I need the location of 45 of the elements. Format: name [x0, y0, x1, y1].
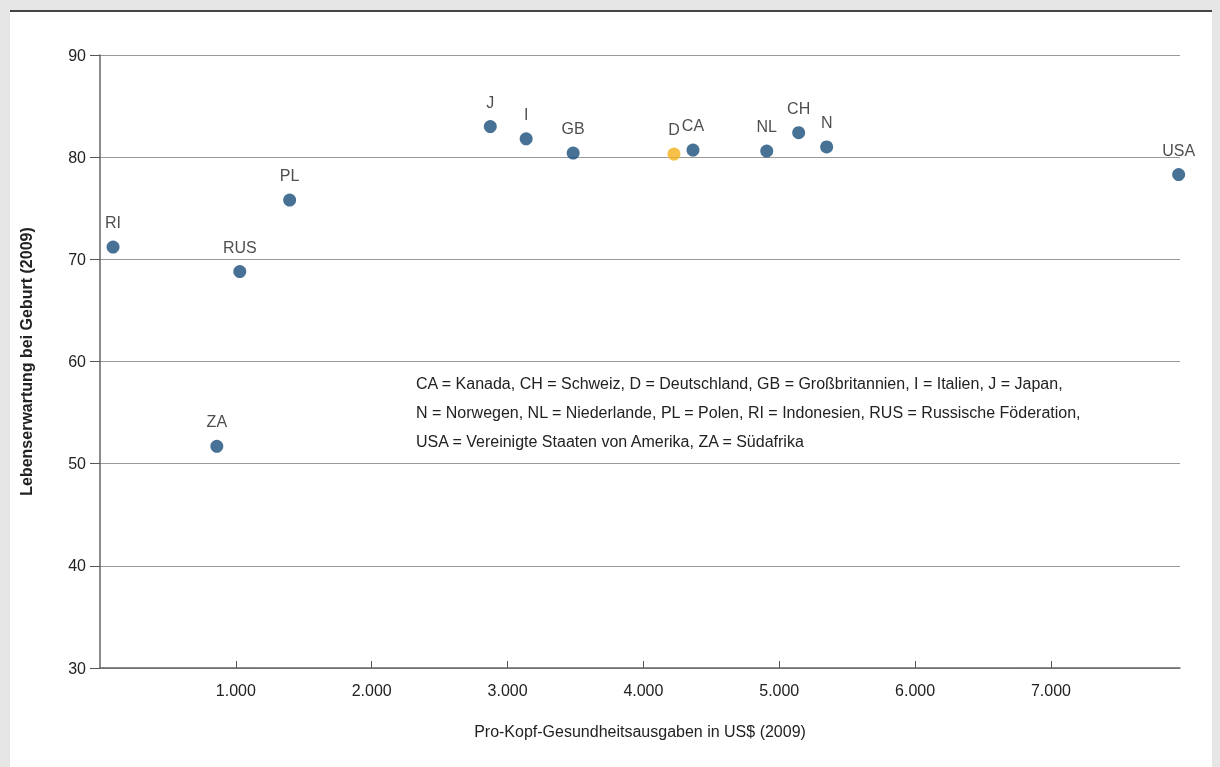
- point: [483, 120, 497, 134]
- series-label: ZA: [206, 413, 228, 431]
- x-tick-label: 3.000: [487, 681, 528, 699]
- series-label: D: [668, 121, 680, 139]
- y-tick-label: 40: [68, 557, 87, 575]
- annotation: CA = Kanada, CH = Schweiz, D = Deutschland, GB = Großbritannien, I = Italien, J = Japan,: [416, 374, 1063, 392]
- point: [566, 146, 580, 160]
- x-axis-title: Pro-Kopf-Gesundheitsausgaben in US$ (2009): [474, 722, 806, 740]
- y-tick-label: 80: [68, 148, 87, 166]
- point: [283, 193, 297, 207]
- y-tick-label: 60: [68, 353, 87, 370]
- point: [792, 126, 806, 140]
- y-tick-label: 50: [68, 455, 87, 473]
- point: [820, 140, 834, 154]
- series-label: GB: [561, 120, 585, 138]
- annotation: N = Norwegen, NL = Niederlande, PL = Polen, RI = Indonesien, RUS = Russische Föderation,: [416, 403, 1081, 421]
- x-tick-label: 2.000: [351, 681, 392, 699]
- point: [106, 240, 120, 254]
- x-tick-label: 4.000: [623, 681, 664, 699]
- y-axis-title: Lebenserwartung bei Geburt (2009): [17, 227, 35, 496]
- series-label: I: [523, 105, 529, 123]
- series-label: CH: [787, 99, 811, 117]
- x-tick-label: 5.000: [759, 681, 800, 699]
- x-tick-label: 1.000: [215, 681, 256, 699]
- series-label: CA: [681, 117, 705, 135]
- annotation: USA = Vereinigte Staaten von Amerika, ZA = Südafrika: [416, 432, 804, 450]
- series-label: NL: [756, 118, 778, 136]
- point: [233, 265, 247, 279]
- series-label: RI: [105, 214, 122, 232]
- point: [519, 132, 533, 146]
- point: [1172, 168, 1186, 182]
- x-tick-label: 7.000: [1030, 681, 1072, 699]
- series-label: N: [820, 113, 833, 131]
- series-label: J: [486, 93, 495, 111]
- x-tick-label: 6.000: [895, 681, 936, 699]
- point: [760, 144, 774, 158]
- series-label: USA: [1162, 141, 1196, 159]
- y-tick-label: 70: [68, 250, 87, 268]
- y-tick-label: 90: [68, 46, 87, 64]
- series-label: RUS: [222, 238, 257, 256]
- point: [686, 143, 700, 157]
- point: [210, 439, 224, 453]
- point: [667, 147, 681, 161]
- y-tick-label: 30: [68, 659, 87, 677]
- series-label: PL: [279, 167, 300, 185]
